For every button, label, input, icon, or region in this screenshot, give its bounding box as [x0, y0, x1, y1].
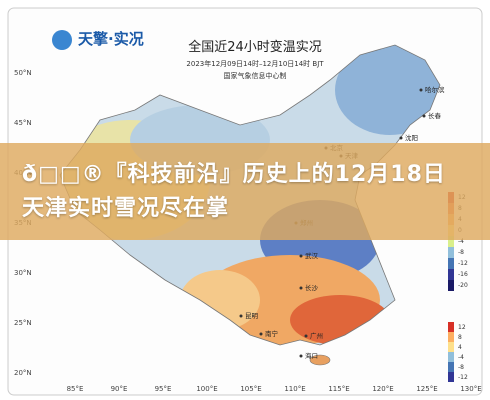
lon-label: 95°E	[155, 385, 172, 393]
banner-text: ð□□®『科技前沿』历史上的12月18日天津实时雪况尽在掌	[22, 161, 446, 221]
city-label: 广州	[310, 331, 323, 340]
legend-swatch	[448, 280, 454, 291]
legend-swatch	[448, 247, 454, 258]
legend-swatch	[448, 352, 454, 362]
logo: 天擎·实况	[78, 30, 144, 48]
banner: ð□□®『科技前沿』历史上的12月18日天津实时雪况尽在掌	[0, 143, 490, 240]
lon-label: 125°E	[416, 385, 437, 393]
lon-label: 130°E	[460, 385, 481, 393]
legend-swatch	[448, 322, 454, 332]
legend-swatch	[448, 362, 454, 372]
lon-label: 110°E	[284, 385, 305, 393]
legend-label: 4	[458, 344, 462, 351]
lat-label: 45°N	[14, 119, 32, 127]
city-label: 长沙	[305, 283, 319, 292]
city-dot	[259, 332, 263, 336]
city-dot	[399, 136, 403, 140]
city-label: 哈尔滨	[425, 85, 445, 94]
legend-label: -16	[458, 271, 468, 278]
lon-label: 105°E	[240, 385, 261, 393]
lat-label: 20°N	[14, 369, 32, 377]
legend-label: 8	[458, 334, 462, 341]
lon-label: 85°E	[67, 385, 84, 393]
lon-label: 100°E	[196, 385, 217, 393]
legend-swatch	[448, 332, 454, 342]
city-label: 海口	[305, 351, 318, 360]
city-dot	[299, 254, 303, 258]
legend-label: 12	[458, 324, 466, 331]
legend-label: -8	[458, 249, 464, 256]
city-label: 长春	[428, 111, 442, 120]
lat-label: 30°N	[14, 269, 32, 277]
logo-icon	[52, 30, 72, 50]
lon-label: 120°E	[372, 385, 393, 393]
legend-swatch	[448, 342, 454, 352]
city-dot	[239, 314, 243, 318]
island	[309, 354, 331, 366]
lon-label: 90°E	[111, 385, 128, 393]
map-title: 全国近24小时变温实况	[188, 39, 322, 55]
city-label: 昆明	[245, 312, 259, 320]
city-label: 南宁	[265, 329, 279, 338]
city-dot	[299, 354, 303, 358]
legend-swatch	[448, 258, 454, 269]
city-label: 武汉	[305, 251, 319, 260]
lon-label: 115°E	[328, 385, 349, 393]
legend-label: -12	[458, 260, 468, 267]
legend-label: -12	[458, 374, 468, 381]
city-dot	[419, 88, 423, 92]
legend-swatch	[448, 236, 454, 247]
legend-label: -4	[458, 238, 464, 245]
city-dot	[422, 114, 426, 118]
legend-label: -4	[458, 354, 464, 361]
city-dot	[299, 286, 303, 290]
legend-label: -20	[458, 282, 468, 289]
lat-label: 25°N	[14, 319, 32, 327]
lat-label: 50°N	[14, 69, 32, 77]
map-source: 国家气象信息中心制	[224, 71, 287, 80]
city-label: 沈阳	[405, 133, 418, 142]
legend-label: -8	[458, 364, 464, 371]
map-subtitle: 2023年12月09日14时–12月10日14时 BJT	[186, 59, 324, 68]
city-dot	[304, 334, 308, 338]
legend-swatch	[448, 269, 454, 280]
legend-swatch	[448, 372, 454, 382]
